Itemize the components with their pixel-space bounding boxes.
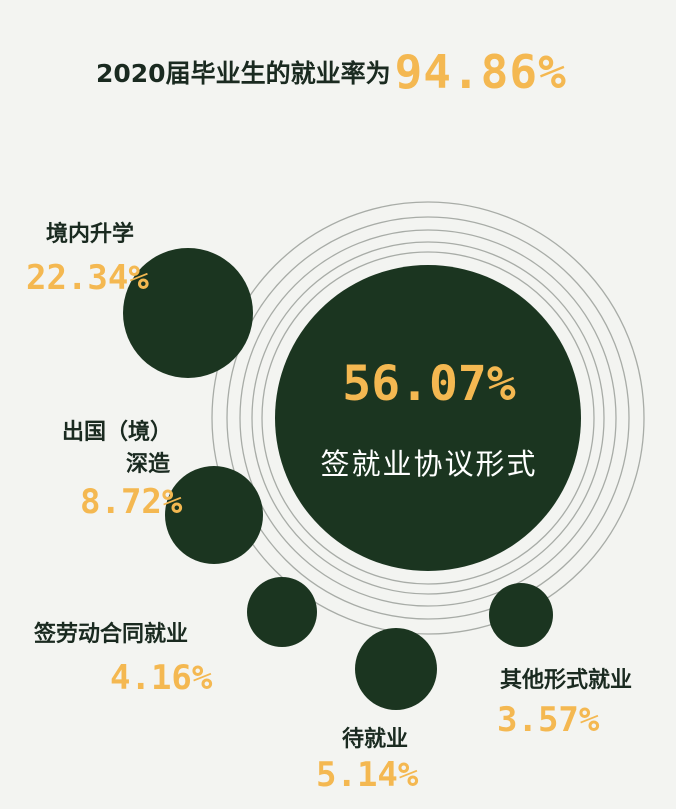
study-abroad-label-line2: 深造	[126, 452, 171, 477]
center-value: 56.07%	[342, 356, 516, 412]
labor-contract-circle	[247, 577, 317, 647]
domestic-study-value: 22.34%	[26, 258, 149, 298]
headline: 2020届毕业生的就业率为 94.86%	[96, 42, 567, 102]
domestic-study-label: 境内升学	[46, 222, 135, 247]
ring-3	[239, 229, 617, 607]
labor-contract-label: 签劳动合同就业	[34, 622, 189, 647]
other-forms-value: 3.57%	[497, 700, 600, 740]
other-forms-circle	[489, 583, 553, 647]
study-abroad-value: 8.72%	[80, 482, 183, 522]
other-forms-label: 其他形式就业	[500, 668, 633, 693]
ring-1	[261, 251, 595, 585]
center-label: 签就业协议形式	[320, 447, 538, 481]
pending-label: 待就业	[342, 727, 409, 752]
headline-value: 94.86%	[394, 45, 567, 99]
ring-5	[211, 201, 645, 635]
labor-contract-value: 4.16%	[110, 658, 213, 698]
domestic-study-circle	[123, 248, 253, 378]
ring-2	[251, 241, 605, 595]
study-abroad-circle	[165, 466, 263, 564]
center-circle	[275, 265, 581, 571]
concentric-rings	[211, 201, 645, 635]
study-abroad-label-line1: 出国（境）	[62, 420, 173, 445]
headline-text: 2020届毕业生的就业率为	[96, 59, 391, 88]
pending-circle	[355, 628, 437, 710]
ring-4	[226, 216, 630, 620]
pending-value: 5.14%	[316, 755, 419, 795]
